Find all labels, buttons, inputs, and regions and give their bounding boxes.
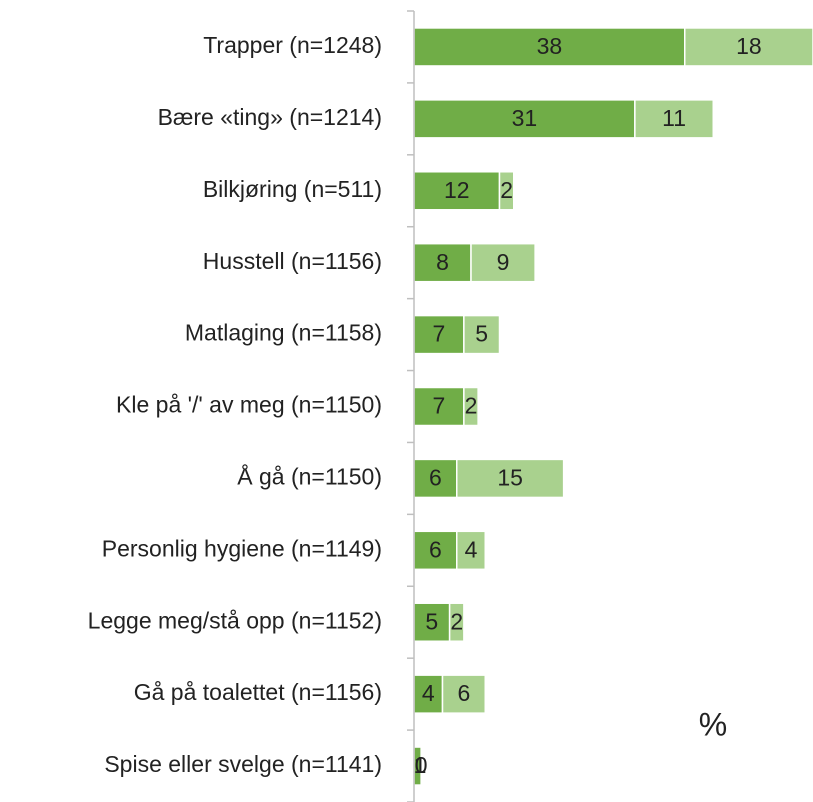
data-label: 31 — [512, 105, 538, 131]
data-label: 38 — [537, 33, 563, 59]
data-label: 12 — [444, 177, 470, 203]
data-label: 7 — [433, 321, 446, 347]
data-label: 5 — [425, 608, 438, 634]
bar-segment — [441, 674, 486, 714]
data-label: 1 — [414, 752, 427, 778]
data-label: 0 — [415, 752, 428, 778]
data-label: 2 — [500, 177, 513, 203]
data-label: 18 — [736, 33, 762, 59]
data-label: 5 — [475, 321, 488, 347]
bar-segment — [498, 171, 515, 211]
y-tick-label: Personlig hygiene (n=1149) — [102, 535, 382, 561]
y-tick-label: Spise eller svelge (n=1141) — [104, 751, 382, 777]
bar-segment — [456, 458, 565, 499]
data-label: 2 — [450, 608, 463, 634]
y-tick-label: Matlaging (n=1158) — [185, 320, 382, 346]
data-label: 4 — [465, 536, 478, 562]
data-label: 8 — [436, 249, 449, 275]
annotation: % — [699, 706, 727, 742]
data-label: 4 — [422, 680, 435, 706]
y-tick-label: Å gå (n=1150) — [237, 462, 382, 489]
bar-segment — [684, 27, 813, 67]
y-tick-label: Kle på '/' av meg (n=1150) — [116, 392, 382, 418]
data-label: 6 — [457, 680, 470, 706]
y-tick-label: Legge meg/stå opp (n=1152) — [88, 607, 382, 633]
y-tick-label: Gå på toalettet (n=1156) — [134, 679, 382, 705]
bar-segment — [470, 242, 536, 283]
bar-segment — [448, 602, 465, 642]
bar-segment — [413, 602, 451, 642]
bar-segment — [463, 314, 501, 355]
data-label: 6 — [429, 536, 442, 562]
data-label: 11 — [662, 105, 686, 131]
bar-segment — [413, 99, 636, 139]
data-label: 9 — [497, 249, 510, 275]
bar-segment — [413, 242, 472, 283]
bar-segment — [634, 99, 714, 139]
data-label: 6 — [429, 464, 442, 490]
y-tick-label: Husstell (n=1156) — [203, 248, 382, 274]
y-tick-label: Bære «ting» (n=1214) — [158, 104, 382, 130]
data-label: 15 — [497, 464, 523, 490]
bar-segment — [413, 27, 686, 67]
data-label: 2 — [465, 393, 478, 419]
y-tick-label: Trapper (n=1248) — [203, 32, 382, 58]
y-tick-label: Bilkjøring (n=511) — [203, 176, 382, 202]
data-label: 7 — [433, 393, 446, 419]
bar-segment — [463, 386, 479, 427]
bar-segment — [456, 530, 486, 571]
